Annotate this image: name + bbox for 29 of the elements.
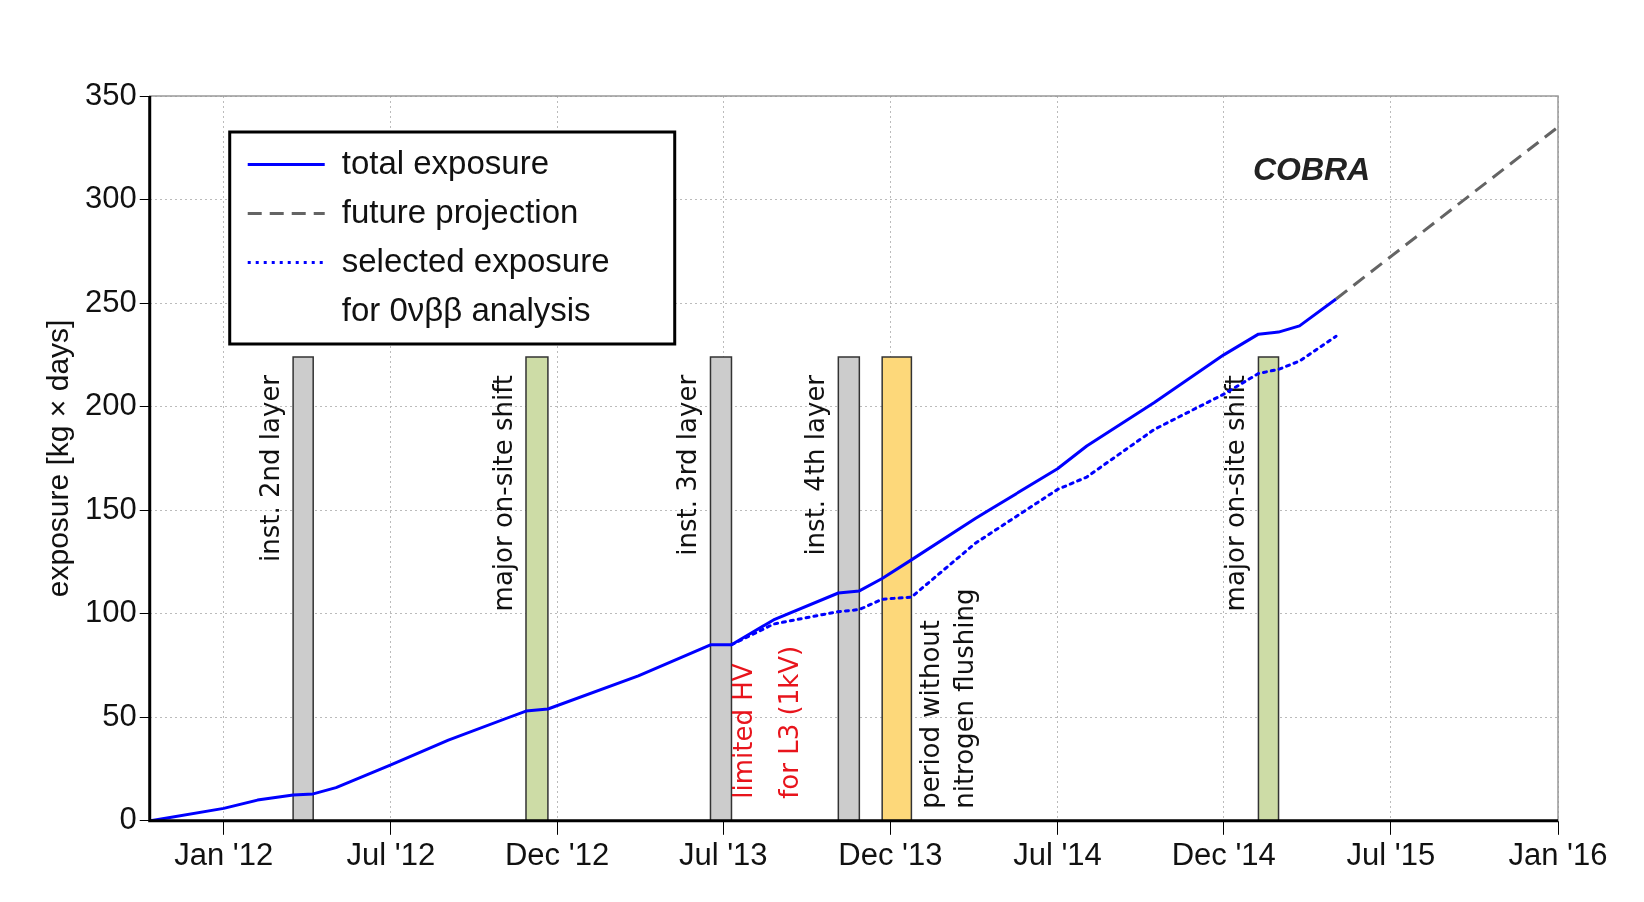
band-label: major on-site shift bbox=[487, 374, 518, 612]
legend-label: total exposure bbox=[341, 143, 550, 181]
x-tick-label: Jul '13 bbox=[678, 836, 768, 872]
legend-label: selected exposure for 0νββ analysis bbox=[341, 241, 610, 328]
x-tick-label: Dec '13 bbox=[838, 836, 943, 872]
y-tick-label: 50 bbox=[102, 697, 137, 733]
x-tick-label: Jan '12 bbox=[174, 836, 274, 872]
band-label: inst. 4th layer bbox=[800, 374, 831, 556]
x-tick-label: Jul '14 bbox=[1013, 836, 1102, 872]
annotation: limited HV for L3 (1kV) bbox=[727, 645, 804, 799]
x-tick-label: Dec '14 bbox=[1171, 836, 1276, 872]
y-axis-title: exposure [kg × days] bbox=[41, 319, 75, 598]
y-tick-label: 100 bbox=[84, 594, 137, 630]
annotation: COBRA bbox=[1252, 150, 1371, 187]
y-tick-label: 300 bbox=[84, 180, 137, 216]
band-label: inst. 2nd layer bbox=[254, 374, 285, 562]
y-tick-label: 150 bbox=[84, 490, 137, 526]
x-tick-label: Jul '12 bbox=[346, 836, 436, 872]
y-tick-label: 0 bbox=[119, 801, 137, 837]
band-label: major on-site shift bbox=[1220, 374, 1251, 612]
x-tick-label: Jan '16 bbox=[1508, 836, 1608, 872]
y-tick-label: 200 bbox=[84, 387, 137, 423]
legend-label: future projection bbox=[341, 192, 579, 230]
band-label: inst. 3rd layer bbox=[672, 374, 703, 556]
y-tick-label: 350 bbox=[84, 76, 137, 112]
y-tick-label: 250 bbox=[84, 283, 137, 319]
x-tick-label: Jul '15 bbox=[1346, 836, 1436, 872]
band-label: period without nitrogen flushing bbox=[915, 588, 980, 809]
x-tick-label: Dec '12 bbox=[504, 836, 610, 872]
